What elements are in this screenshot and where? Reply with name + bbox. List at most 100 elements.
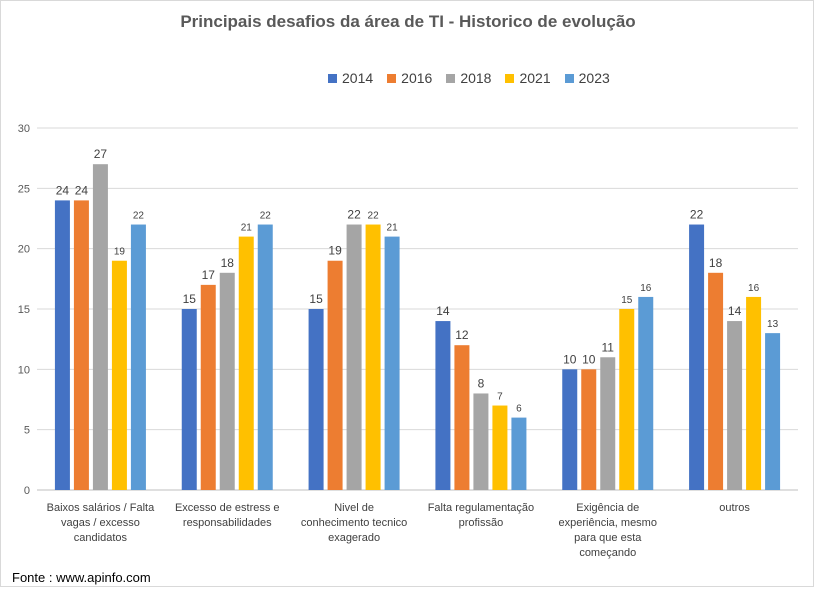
x-tick-label: Baixos salários / Falta xyxy=(47,502,155,514)
legend-item-2014: 2014 xyxy=(328,70,373,86)
data-label: 27 xyxy=(94,147,108,161)
data-label: 17 xyxy=(202,268,216,282)
data-label: 21 xyxy=(387,223,399,234)
data-label: 22 xyxy=(368,211,380,222)
data-label: 22 xyxy=(133,211,145,222)
y-tick-label: 0 xyxy=(24,485,30,497)
legend-swatch xyxy=(564,73,574,83)
bar-2014-5 xyxy=(689,224,705,491)
data-label: 15 xyxy=(183,292,197,306)
data-label: 22 xyxy=(347,208,361,222)
bar-2018-3 xyxy=(473,393,489,490)
bar-2014-2 xyxy=(308,309,324,490)
data-label: 18 xyxy=(709,256,723,270)
legend-label: 2023 xyxy=(578,70,610,86)
bar-2016-4 xyxy=(581,369,597,490)
legend-swatch xyxy=(505,73,515,83)
x-tick-label: exagerado xyxy=(328,532,380,544)
bar-2016-2 xyxy=(327,260,343,490)
legend: 2014 2016 2018 2021 2023 xyxy=(328,70,610,86)
legend-item-2021: 2021 xyxy=(505,70,551,86)
data-label: 19 xyxy=(114,247,126,258)
bar-2018-0 xyxy=(92,164,108,490)
bar-2023-5 xyxy=(765,333,781,490)
data-label: 18 xyxy=(221,256,235,270)
legend-swatch xyxy=(446,73,456,83)
bar-2016-5 xyxy=(708,272,724,490)
x-tick-label: vagas / excesso xyxy=(61,517,140,529)
bar-2023-0 xyxy=(130,224,146,491)
bar-2018-1 xyxy=(219,272,235,490)
y-tick-label: 10 xyxy=(18,364,30,376)
data-label: 14 xyxy=(436,304,450,318)
x-tick-label: Exigência de xyxy=(576,502,639,514)
bar-2021-3 xyxy=(492,405,508,490)
x-tick-label: para que esta xyxy=(574,532,642,544)
source-note: Fonte : www.apinfo.com xyxy=(12,570,151,585)
y-tick-label: 15 xyxy=(18,304,30,316)
x-tick-label: conhecimento tecnico xyxy=(301,517,407,529)
x-tick-label: Excesso de estress e xyxy=(175,502,280,514)
data-label: 15 xyxy=(621,295,633,306)
data-label: 14 xyxy=(728,304,742,318)
bar-2021-2 xyxy=(365,224,381,491)
y-tick-label: 25 xyxy=(18,183,30,195)
bar-2023-4 xyxy=(638,296,654,490)
data-label: 24 xyxy=(56,183,70,197)
data-label: 21 xyxy=(241,223,253,234)
bar-2014-4 xyxy=(562,369,578,490)
bar-2016-0 xyxy=(73,200,89,490)
legend-label: 2018 xyxy=(460,70,492,86)
data-label: 7 xyxy=(497,392,503,403)
legend-item-2023: 2023 xyxy=(564,70,610,86)
bar-2021-0 xyxy=(111,260,127,490)
data-label: 15 xyxy=(309,292,323,306)
data-label: 16 xyxy=(748,283,760,294)
legend-label: 2016 xyxy=(401,70,433,86)
bar-2014-3 xyxy=(435,321,451,490)
legend-label: 2021 xyxy=(519,70,551,86)
x-tick-label: outros xyxy=(719,502,750,514)
bar-2018-4 xyxy=(600,357,616,490)
data-label: 10 xyxy=(563,352,577,366)
bar-2014-0 xyxy=(54,200,70,490)
data-label: 6 xyxy=(516,404,522,415)
bar-2021-4 xyxy=(619,309,635,490)
legend-swatch xyxy=(328,73,337,83)
x-tick-label: Nivel de xyxy=(334,502,374,514)
x-tick-label: responsabilidades xyxy=(183,517,272,529)
x-tick-label: experiência, mesmo xyxy=(559,517,657,529)
legend-item-2016: 2016 xyxy=(387,70,432,86)
legend-swatch xyxy=(387,73,397,83)
y-tick-label: 5 xyxy=(24,425,30,437)
bar-2023-3 xyxy=(511,417,527,490)
y-tick-label: 20 xyxy=(18,244,30,256)
legend-item-2018: 2018 xyxy=(446,70,491,86)
bar-2018-5 xyxy=(727,321,743,490)
data-label: 13 xyxy=(767,319,779,330)
data-label: 11 xyxy=(602,340,615,354)
bar-2023-1 xyxy=(257,224,273,491)
x-tick-label: começando xyxy=(579,547,636,559)
bar-2018-2 xyxy=(346,224,362,491)
data-label: 16 xyxy=(640,283,652,294)
bar-2021-5 xyxy=(746,296,762,490)
x-tick-label: profissão xyxy=(459,517,504,529)
y-tick-label: 30 xyxy=(18,123,30,135)
data-label: 19 xyxy=(328,244,342,258)
data-label: 22 xyxy=(690,208,704,222)
data-label: 12 xyxy=(455,328,469,342)
data-label: 10 xyxy=(582,352,596,366)
x-tick-label: Falta regulamentação xyxy=(428,502,534,514)
chart-title: Principais desafios da área de TI - Hist… xyxy=(180,12,636,31)
data-label: 24 xyxy=(75,183,89,197)
bar-2016-3 xyxy=(454,345,470,490)
x-tick-label: candidatos xyxy=(74,532,128,544)
data-label: 22 xyxy=(260,211,272,222)
bar-2016-1 xyxy=(200,284,216,490)
data-label: 8 xyxy=(478,376,485,390)
legend-label: 2014 xyxy=(342,70,374,86)
bar-2014-1 xyxy=(181,309,197,490)
bar-2021-1 xyxy=(238,236,254,490)
